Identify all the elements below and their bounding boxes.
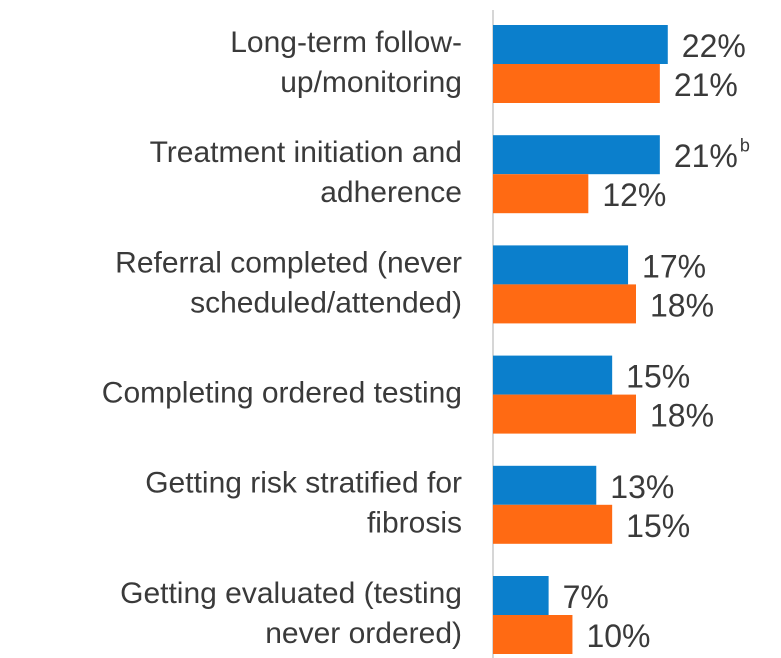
value-label: 13% <box>610 469 674 505</box>
category-label: up/monitoring <box>280 66 462 99</box>
category-label: never ordered) <box>265 617 462 650</box>
bar <box>493 394 636 434</box>
category-label: Completing ordered testing <box>102 377 462 410</box>
bar <box>493 576 549 615</box>
bar <box>493 284 636 324</box>
value-label: 15% <box>626 508 690 544</box>
footnote-mark: b <box>740 135 750 155</box>
category-label: Getting risk stratified for <box>145 467 462 500</box>
value-label: 17% <box>642 248 706 284</box>
value-label: 12% <box>602 177 666 213</box>
bar <box>493 64 660 103</box>
value-label: 7% <box>563 579 609 615</box>
category-label: fibrosis <box>367 507 462 540</box>
value-label: 15% <box>626 359 690 395</box>
value-label: 22% <box>682 28 746 64</box>
category-label: scheduled/attended) <box>190 286 462 319</box>
category-label: Long-term follow- <box>230 26 462 59</box>
value-label: 21% <box>674 67 738 103</box>
bar <box>493 355 613 395</box>
value-label: 18% <box>650 287 714 323</box>
bar <box>493 615 573 654</box>
bar <box>493 25 668 64</box>
value-label: 21% <box>674 138 738 174</box>
bar <box>493 245 629 285</box>
category-label: Treatment initiation and <box>150 136 462 169</box>
category-label: adherence <box>320 176 462 209</box>
value-label: 10% <box>586 618 650 654</box>
bar <box>493 135 660 175</box>
category-label: Referral completed (never <box>115 246 462 279</box>
bar <box>493 174 589 214</box>
bar <box>493 465 597 505</box>
bar <box>493 504 613 544</box>
category-label: Getting evaluated (testing <box>120 577 462 610</box>
value-label: 18% <box>650 398 714 434</box>
